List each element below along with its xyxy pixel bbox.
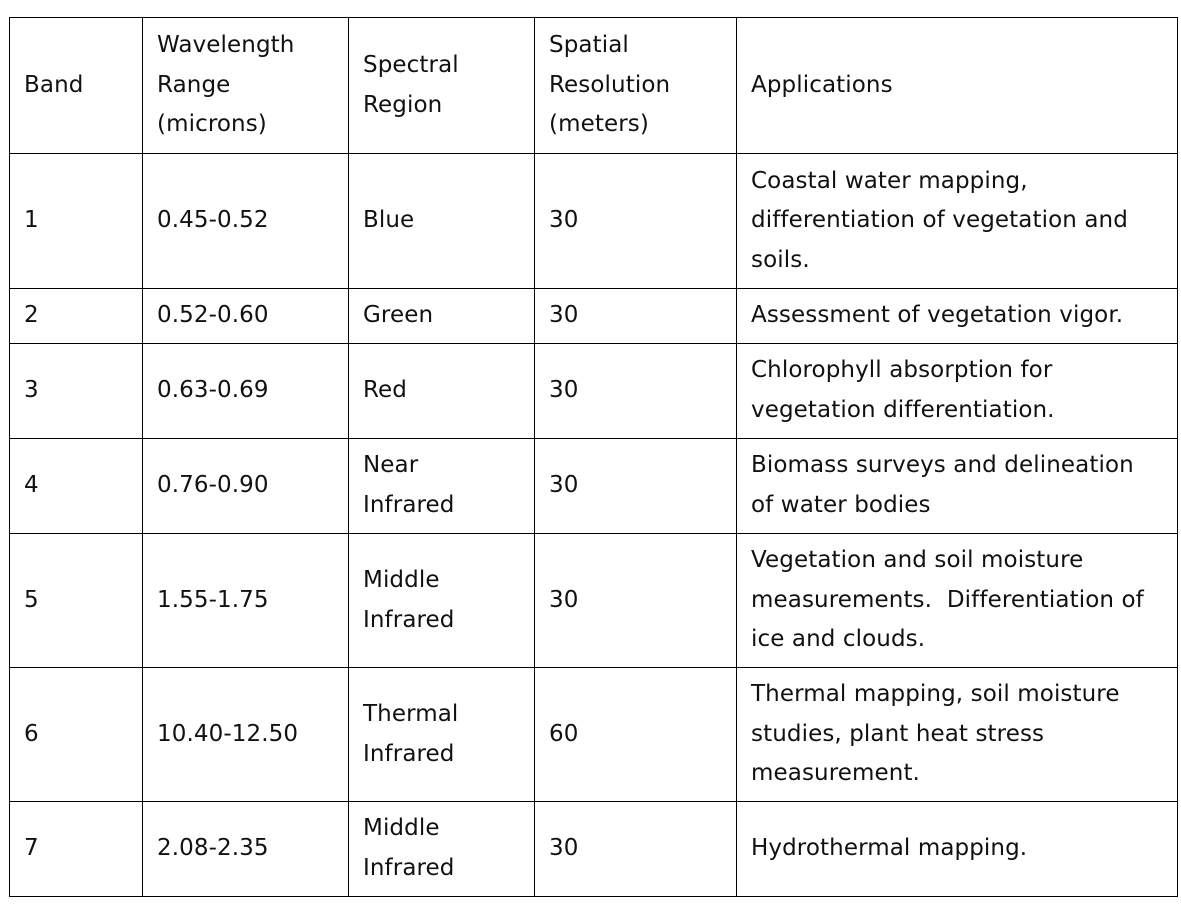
- header-region-line: Region: [363, 91, 443, 118]
- resolution-cell: 30: [534, 288, 737, 344]
- wavelength-cell: 2.08-2.35: [142, 801, 349, 897]
- region-cell: Middle Infrared: [348, 801, 535, 897]
- header-resolution-line: (meters): [549, 111, 649, 138]
- applications-line: vegetation differentiation.: [751, 397, 1055, 423]
- applications-line: Vegetation and soil moisture: [751, 547, 1084, 574]
- band-cell: 5: [9, 533, 143, 668]
- table-row: 7 2.08-2.35 Middle Infrared 30 Hydrother…: [9, 801, 1178, 897]
- applications-line: soils.: [751, 246, 810, 273]
- region-line: Middle: [363, 815, 440, 842]
- table-header: Band Wavelength Range (microns) Spectral…: [9, 17, 1178, 154]
- table-row: 3 0.63-0.69 Red 30 Chlorophyll absorptio…: [9, 343, 1178, 439]
- resolution-cell: 60: [534, 667, 737, 802]
- resolution-cell: 30: [534, 438, 737, 534]
- applications-cell: Coastal water mapping, differentiation o…: [736, 153, 1178, 289]
- applications-line: measurement.: [751, 760, 920, 787]
- header-resolution-line: Resolution: [549, 71, 671, 98]
- header-band-line: Band: [24, 71, 84, 98]
- header-wavelength-line: (microns): [157, 111, 267, 138]
- band-cell: 4: [9, 438, 143, 534]
- wavelength-cell: 0.63-0.69: [142, 343, 349, 439]
- resolution-cell: 30: [534, 343, 737, 439]
- header-row: Band Wavelength Range (microns) Spectral…: [9, 17, 1178, 154]
- table-body: 1 0.45-0.52 Blue 30 Coastal water mappin…: [9, 153, 1178, 897]
- header-resolution-line: Spatial: [549, 32, 629, 59]
- table-row: 6 10.40-12.50 Thermal Infrared 60 Therma…: [9, 667, 1178, 802]
- applications-line: Chlorophyll absorption for: [751, 357, 1053, 384]
- region-cell: Thermal Infrared: [348, 667, 535, 802]
- applications-line: differentiation of vegetation and: [751, 207, 1128, 234]
- applications-line: Thermal mapping, soil moisture: [751, 681, 1120, 708]
- region-line: Infrared: [363, 492, 455, 518]
- applications-cell: Vegetation and soil moisture measurement…: [736, 533, 1178, 668]
- applications-line: Coastal water mapping,: [751, 167, 1028, 194]
- region-line: Near: [363, 452, 419, 479]
- applications-cell: Assessment of vegetation vigor.: [736, 288, 1178, 344]
- applications-line: measurements. Differentiation of: [751, 586, 1144, 613]
- header-applications: Applications: [736, 17, 1178, 154]
- table-row: 5 1.55-1.75 Middle Infrared 30 Vegetatio…: [9, 533, 1178, 668]
- region-cell: Blue: [348, 153, 535, 289]
- band-cell: 3: [9, 343, 143, 439]
- applications-cell: Biomass surveys and delineation of water…: [736, 438, 1178, 534]
- applications-cell: Thermal mapping, soil moisture studies, …: [736, 667, 1178, 802]
- band-cell: 1: [9, 153, 143, 289]
- wavelength-cell: 0.45-0.52: [142, 153, 349, 289]
- band-cell: 2: [9, 288, 143, 344]
- header-spatial-resolution: Spatial Resolution (meters): [534, 17, 737, 154]
- region-line: Infrared: [363, 606, 455, 633]
- applications-cell: Chlorophyll absorption for vegetation di…: [736, 343, 1178, 439]
- header-band: Band: [9, 17, 143, 154]
- applications-line: Biomass surveys and delineation: [751, 452, 1134, 479]
- region-cell: Middle Infrared: [348, 533, 535, 668]
- header-spectral-region: Spectral Region: [348, 17, 535, 154]
- region-line: Infrared: [363, 855, 455, 881]
- header-wavelength-line: Range: [157, 71, 231, 98]
- wavelength-cell: 10.40-12.50: [142, 667, 349, 802]
- region-line: Middle: [363, 566, 440, 593]
- header-wavelength-range: Wavelength Range (microns): [142, 17, 349, 154]
- table-row: 2 0.52-0.60 Green 30 Assessment of veget…: [9, 288, 1178, 344]
- resolution-cell: 30: [534, 801, 737, 897]
- header-applications-line: Applications: [751, 71, 893, 98]
- region-line: Blue: [363, 207, 415, 234]
- resolution-cell: 30: [534, 153, 737, 289]
- resolution-cell: 30: [534, 533, 737, 668]
- applications-cell: Hydrothermal mapping.: [736, 801, 1178, 897]
- applications-line: Hydrothermal mapping.: [751, 835, 1028, 862]
- applications-line: ice and clouds.: [751, 626, 926, 653]
- applications-line: Assessment of vegetation vigor.: [751, 302, 1124, 329]
- wavelength-cell: 1.55-1.75: [142, 533, 349, 668]
- region-cell: Near Infrared: [348, 438, 535, 534]
- applications-line: of water bodies: [751, 492, 931, 518]
- wavelength-cell: 0.52-0.60: [142, 288, 349, 344]
- header-wavelength-line: Wavelength: [157, 32, 295, 59]
- band-cell: 6: [9, 667, 143, 802]
- table-row: 4 0.76-0.90 Near Infrared 30 Biomass sur…: [9, 438, 1178, 534]
- applications-line: studies, plant heat stress: [751, 720, 1045, 747]
- region-line: Thermal: [363, 700, 459, 727]
- band-cell: 7: [9, 801, 143, 897]
- region-cell: Red: [348, 343, 535, 439]
- region-cell: Green: [348, 288, 535, 344]
- region-line: Green: [363, 302, 434, 329]
- region-line: Red: [363, 377, 407, 404]
- table-row: 1 0.45-0.52 Blue 30 Coastal water mappin…: [9, 153, 1178, 289]
- header-region-line: Spectral: [363, 51, 459, 78]
- region-line: Infrared: [363, 740, 455, 767]
- wavelength-cell: 0.76-0.90: [142, 438, 349, 534]
- landsat-bands-table: Band Wavelength Range (microns) Spectral…: [9, 17, 1178, 897]
